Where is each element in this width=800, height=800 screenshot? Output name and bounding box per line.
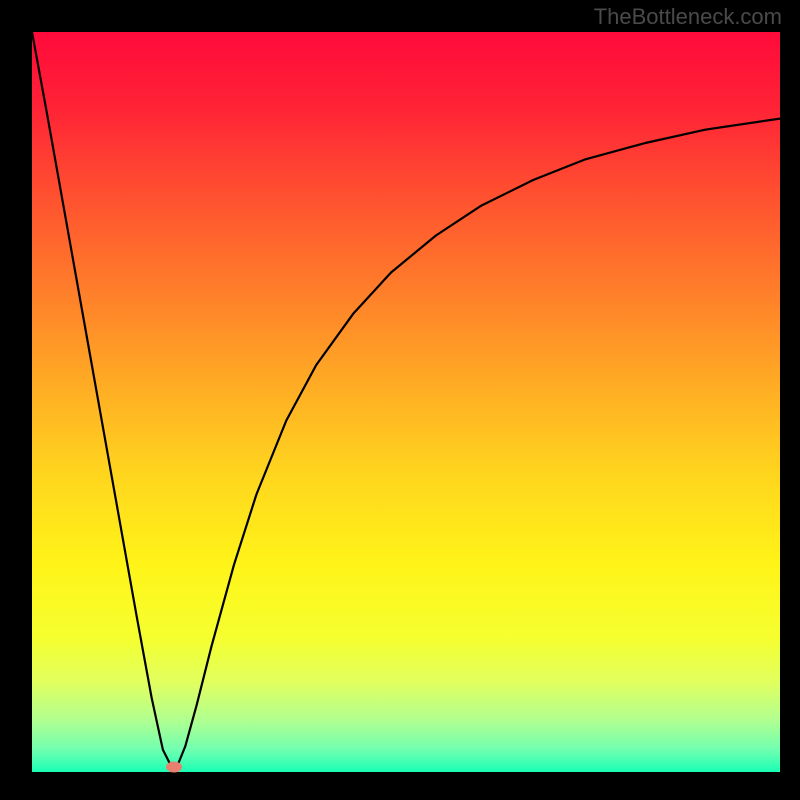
minimum-marker <box>166 761 182 772</box>
plot-area <box>32 32 780 772</box>
bottleneck-curve <box>32 32 780 772</box>
watermark-text: TheBottleneck.com <box>594 4 782 30</box>
